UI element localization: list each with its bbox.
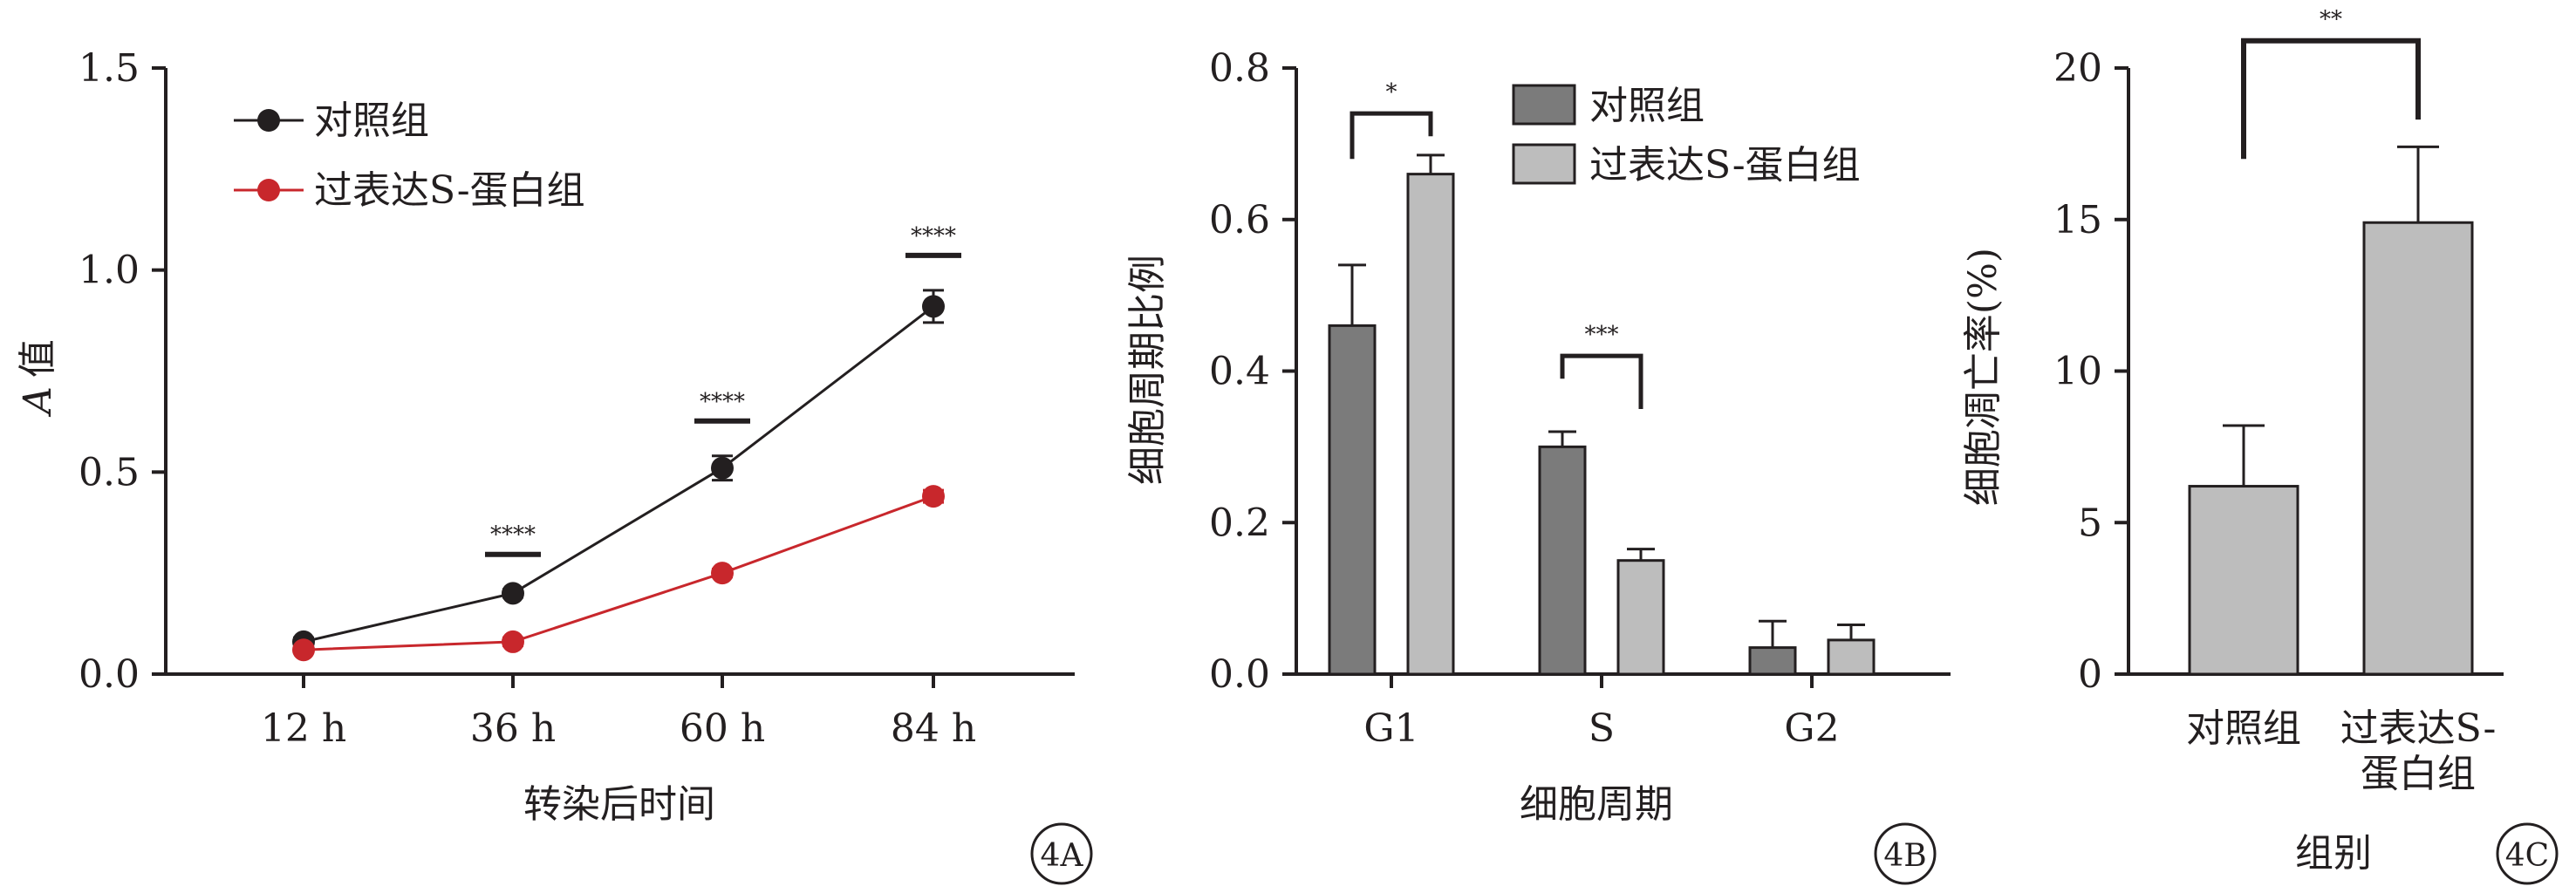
panel-4a-y-tick-label: 1.5 bbox=[79, 46, 140, 91]
legend-label-spike: 过表达S-蛋白组 bbox=[314, 168, 585, 213]
data-point-control bbox=[922, 295, 945, 318]
panel-4b-x-tick-label: G2 bbox=[1784, 706, 1839, 751]
series-line-control bbox=[303, 305, 934, 644]
panel-4a-x-tick-label: 12 h bbox=[261, 706, 346, 751]
panel-4b-x-title: 细胞周期 bbox=[1520, 782, 1673, 827]
data-point-spike bbox=[292, 638, 315, 662]
bar-spike bbox=[1406, 173, 1455, 676]
significance-stars: ** bbox=[2320, 7, 2342, 33]
panel-4a-label-circle bbox=[1030, 822, 1093, 885]
panel-4c-y-tick-label: 10 bbox=[2053, 350, 2102, 394]
panel-4a-y-tick-label: 0.0 bbox=[79, 652, 140, 697]
legend-swatch-control bbox=[1512, 84, 1576, 126]
significance-stars: **** bbox=[700, 389, 745, 415]
data-point-control bbox=[502, 582, 524, 605]
legend-label-spike: 过表达S-蛋白组 bbox=[1589, 143, 1861, 187]
panel-4c-bar-chart: 0 5 10 15 20 对照组 过表达S-蛋白组 ** 细胞凋亡率(%) 组别 4C bbox=[1961, 7, 2559, 885]
panel-4c-x-tick-label: 过表达S- bbox=[2340, 706, 2497, 751]
panel-4b-y-tick-label: 0.2 bbox=[1209, 501, 1270, 545]
panel-4b-y-tick-label: 0.6 bbox=[1209, 198, 1270, 242]
legend-swatch-spike bbox=[1512, 143, 1576, 185]
data-point-control bbox=[711, 456, 734, 480]
panel-4a-x-title: 转染后时间 bbox=[523, 782, 715, 827]
bar-control bbox=[1748, 646, 1797, 676]
legend-label-control: 对照组 bbox=[1589, 84, 1705, 128]
panel-4a-legend: 对照组 过表达S-蛋白组 bbox=[234, 99, 585, 213]
bar-control bbox=[1538, 445, 1587, 676]
panel-4a-x-tick-label: 84 h bbox=[891, 706, 976, 751]
panel-4b-label-circle bbox=[1874, 822, 1937, 885]
significance-bracket bbox=[1349, 111, 1433, 160]
bar-spike bbox=[1616, 559, 1665, 676]
panel-4b-bar-chart: 0.00.20.40.60.8G1 S G2 **** 细胞周期比例 细胞周期 对照… bbox=[1125, 46, 1951, 885]
panel-4c-y-tick-label: 0 bbox=[2078, 652, 2102, 697]
panel-4b-y-tick-label: 0.4 bbox=[1209, 350, 1270, 394]
significance-bracket bbox=[2241, 37, 2421, 160]
panel-4a-axes bbox=[164, 68, 1075, 676]
data-point-spike bbox=[922, 485, 945, 508]
significance-stars: *** bbox=[1585, 322, 1619, 348]
panel-4b-y-tick-label: 0.0 bbox=[1209, 652, 1270, 697]
panel-4c-label: 4C bbox=[2505, 838, 2549, 874]
panel-4b-y-title: 细胞周期比例 bbox=[1125, 255, 1170, 485]
panel-4a-y-tick-label: 0.5 bbox=[79, 450, 140, 494]
panel-4b-x-tick-label: G1 bbox=[1363, 706, 1418, 751]
panel-4a-label: 4A bbox=[1041, 838, 1084, 874]
panel-4b-legend: 对照组 过表达S-蛋白组 bbox=[1512, 84, 1861, 187]
significance-stars: **** bbox=[911, 223, 956, 249]
bar-spike bbox=[1827, 638, 1876, 676]
panel-4c-y-tick-label: 5 bbox=[2078, 501, 2102, 545]
significance-stars: **** bbox=[490, 522, 536, 549]
data-point-spike bbox=[711, 562, 734, 585]
panel-4c-y-title: 细胞凋亡率(%) bbox=[1961, 248, 2005, 506]
bar-group-1 bbox=[2188, 485, 2299, 676]
legend-marker-spike bbox=[257, 179, 280, 201]
bar-group-2 bbox=[2362, 221, 2474, 676]
panel-4c-x-title: 组别 bbox=[2295, 831, 2372, 876]
legend-label-control: 对照组 bbox=[314, 99, 429, 143]
significance-bracket bbox=[1560, 353, 1643, 409]
panel-4c-y-tick-label: 15 bbox=[2053, 198, 2102, 242]
bar-control bbox=[1328, 324, 1377, 676]
panel-4a-y-tick-label: 1.0 bbox=[79, 249, 140, 293]
panel-4b-x-tick-label: S bbox=[1589, 706, 1615, 751]
significance-stars: * bbox=[1386, 79, 1397, 106]
panel-4a-x-tick-label: 36 h bbox=[470, 706, 556, 751]
panel-4c-x-tick-label: 蛋白组 bbox=[2361, 752, 2476, 796]
panel-4b-label: 4B bbox=[1883, 838, 1926, 874]
panel-4a-line-chart: 0.0 0.5 1.0 1.5 12 h 36 h 60 h 84 h **** **** ***… bbox=[16, 46, 1093, 885]
panel-4c-label-circle bbox=[2496, 822, 2559, 885]
panel-4c-y-tick-label: 20 bbox=[2053, 46, 2102, 91]
legend-marker-control bbox=[257, 109, 280, 132]
series-line-spike bbox=[303, 494, 934, 651]
panel-4c-x-tick-label: 对照组 bbox=[2186, 706, 2301, 751]
panel-4a-x-tick-label: 60 h bbox=[680, 706, 765, 751]
panel-4b-y-tick-label: 0.8 bbox=[1209, 46, 1270, 91]
data-point-spike bbox=[502, 630, 524, 653]
panel-4a-y-title: A值 bbox=[16, 339, 60, 418]
